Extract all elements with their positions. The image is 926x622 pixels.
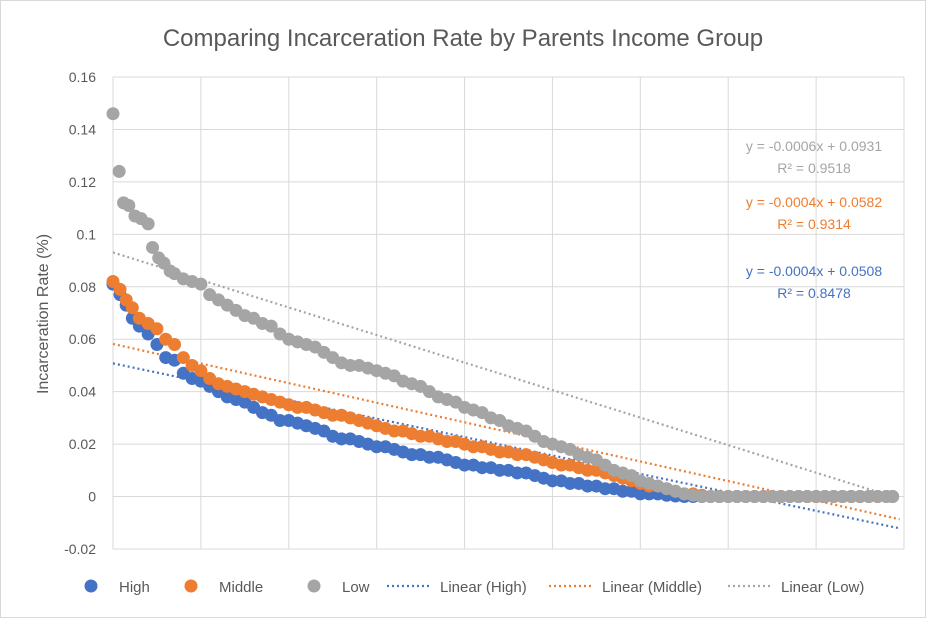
- legend-item: Linear (Low): [728, 579, 864, 596]
- legend-item: Linear (High): [387, 579, 527, 596]
- trendline-r-squared: R² = 0.9518: [777, 160, 851, 176]
- legend-marker: [307, 579, 321, 593]
- data-point: [146, 240, 160, 254]
- data-point: [176, 351, 190, 365]
- data-point: [112, 164, 126, 178]
- y-tick-label: -0.02: [64, 541, 96, 557]
- legend-label: Linear (High): [440, 579, 527, 596]
- legend-item: Middle: [184, 579, 263, 596]
- legend-label: Linear (Middle): [602, 579, 702, 596]
- data-point: [886, 490, 900, 504]
- legend-label: High: [119, 579, 150, 596]
- data-point: [141, 217, 155, 231]
- y-tick-labels: -0.02 0 0.02 0.04 0.06 0.08 0.1 0.12 0.14 0.16: [64, 69, 96, 557]
- data-point: [194, 364, 208, 378]
- data-point: [125, 301, 139, 315]
- legend-label: Low: [342, 579, 370, 596]
- legend-item: Linear (Middle): [549, 579, 702, 596]
- trendline-linear-middle: [112, 342, 900, 521]
- data-points: [106, 107, 900, 504]
- legend-label: Linear (Low): [781, 579, 864, 596]
- legend-item: High: [84, 579, 150, 596]
- y-tick-label: 0.02: [69, 436, 96, 452]
- legend-marker: [84, 579, 98, 593]
- legend-marker: [184, 579, 198, 593]
- y-tick-label: 0: [88, 489, 96, 505]
- trendline-linear-high: [112, 362, 900, 530]
- y-axis-label: Incarceration Rate (%): [35, 234, 52, 394]
- trendline-equation: y = -0.0004x + 0.0508: [746, 263, 882, 279]
- legend-item: Low: [307, 579, 370, 596]
- data-point: [168, 337, 182, 351]
- y-tick-label: 0.08: [69, 279, 96, 295]
- trendline-r-squared: R² = 0.9314: [777, 216, 851, 232]
- y-tick-label: 0.12: [69, 174, 96, 190]
- data-point: [113, 282, 127, 296]
- data-point: [106, 107, 120, 121]
- y-tick-label: 0.14: [69, 121, 96, 137]
- y-tick-label: 0.06: [69, 331, 96, 347]
- data-point: [194, 277, 208, 291]
- trendline-equation: y = -0.0006x + 0.0931: [746, 138, 882, 154]
- trendline-linear-low: [112, 251, 900, 500]
- grid-layer: [112, 76, 905, 550]
- trendline-r-squared: R² = 0.8478: [777, 285, 851, 301]
- trendline-equations: y = -0.0006x + 0.0931 R² = 0.9518 y = -0.0…: [746, 138, 882, 301]
- data-point: [150, 322, 164, 336]
- legend: High Middle Low Linear (High) Linear (Middle…: [84, 579, 864, 596]
- trendlines: [112, 251, 900, 530]
- trendline-equation: y = -0.0004x + 0.0582: [746, 194, 882, 210]
- data-point: [264, 319, 278, 333]
- y-tick-label: 0.16: [69, 69, 96, 85]
- y-tick-label: 0.1: [77, 226, 97, 242]
- data-point: [122, 198, 136, 212]
- chart-title: Comparing Incarceration Rate by Parents …: [163, 25, 763, 52]
- legend-label: Middle: [219, 579, 263, 596]
- y-tick-label: 0.04: [69, 384, 96, 400]
- series-low: [106, 107, 900, 504]
